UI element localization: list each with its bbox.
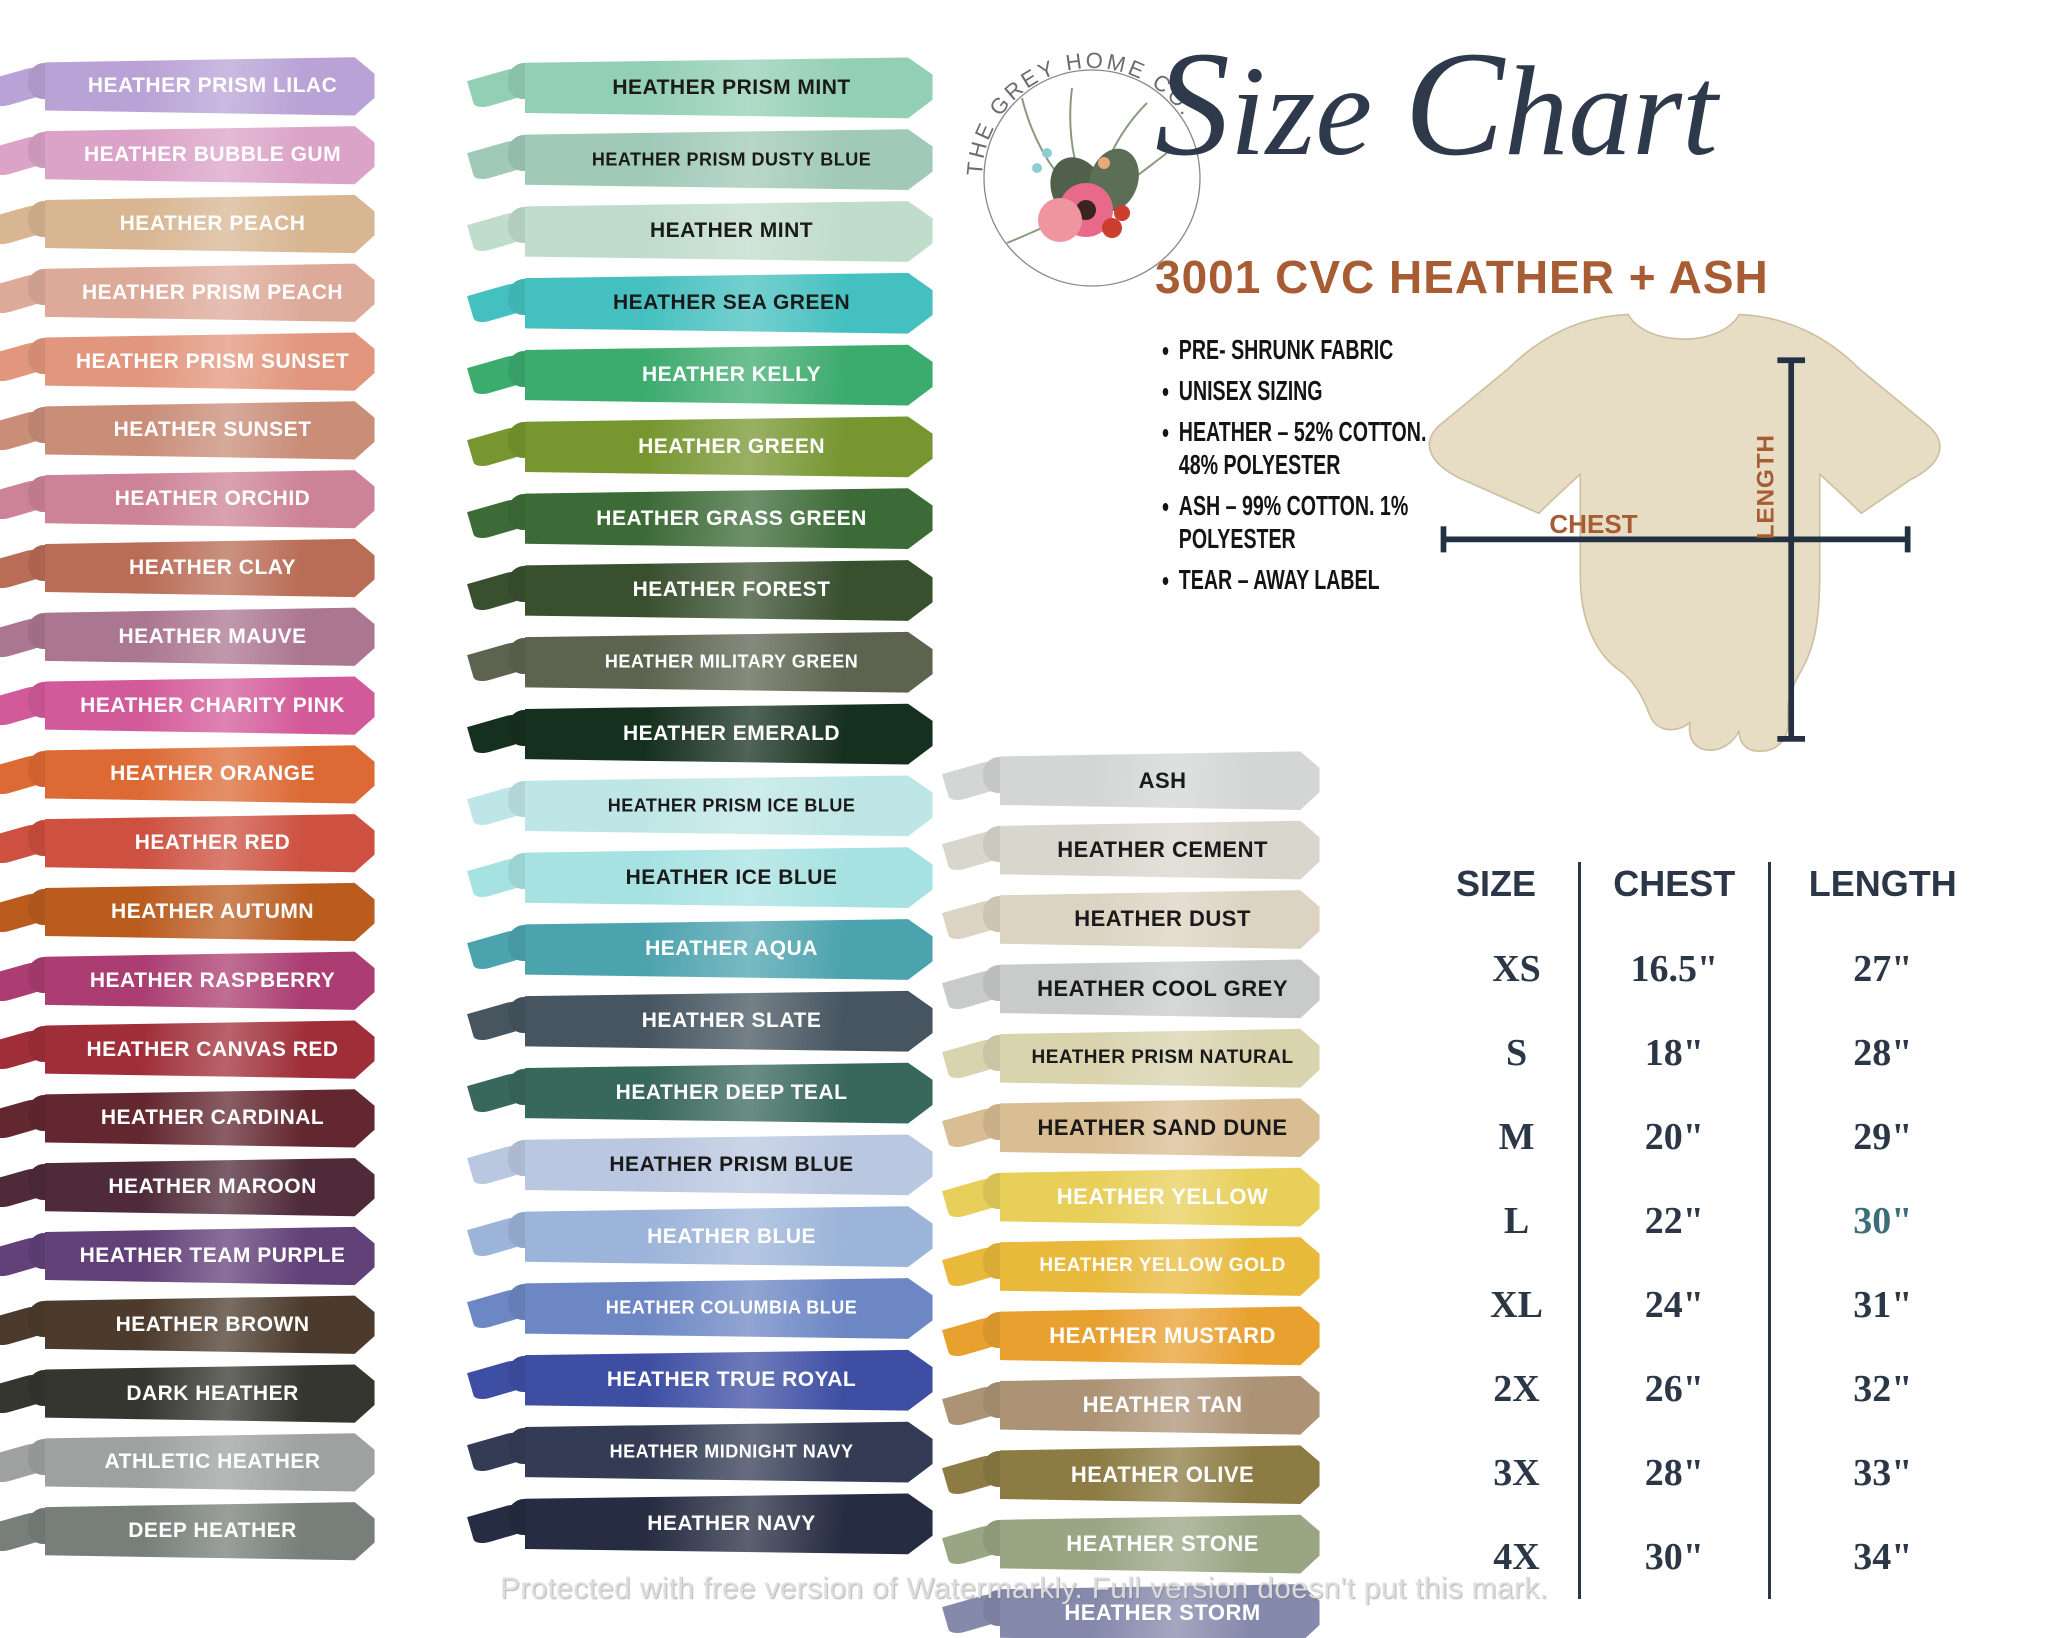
svg-text:LENGTH: LENGTH bbox=[1752, 434, 1779, 539]
svg-text:CHEST: CHEST bbox=[1549, 509, 1637, 539]
